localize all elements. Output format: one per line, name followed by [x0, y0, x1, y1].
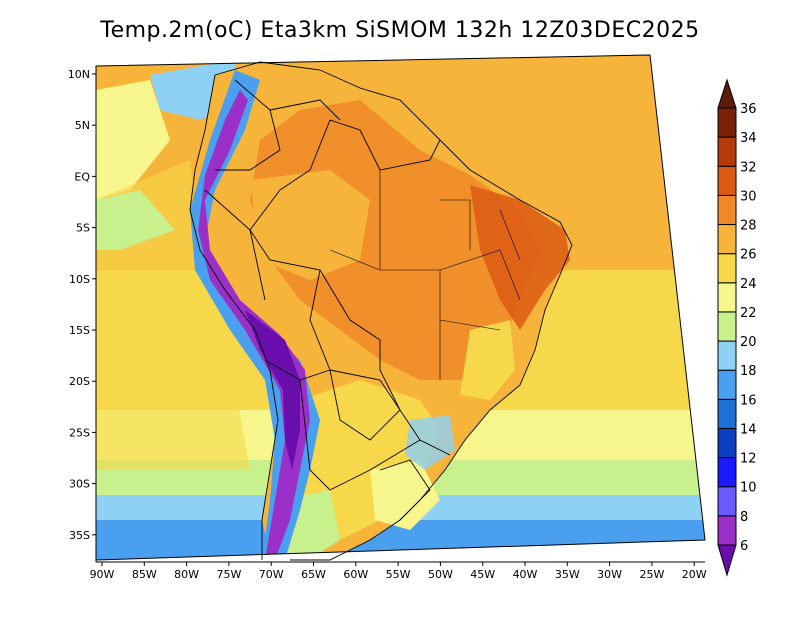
highlands-mild	[460, 320, 515, 400]
colombia-border	[215, 79, 281, 171]
country-borders	[189, 61, 573, 561]
lon-tick-label: 70W	[259, 568, 284, 581]
colorbar-label: 10	[740, 481, 757, 496]
lat-tick-label: 10N	[68, 68, 90, 81]
colorbar-label: 28	[740, 219, 757, 234]
colorbar-swatch	[717, 369, 737, 400]
map-title: Temp.2m(oC) Eta3km SiSMOM 132h 12Z03DEC2…	[100, 18, 700, 43]
paraguay-border	[329, 369, 401, 441]
temperature-field	[96, 55, 705, 560]
colorbar-label: 26	[740, 248, 757, 263]
lon-tick-label: 80W	[174, 568, 199, 581]
colorbar-label: 32	[740, 160, 757, 175]
west-coastline	[189, 74, 279, 560]
colorbar-swatch	[717, 486, 737, 517]
colorbar-label: 18	[740, 364, 757, 379]
lon-tick-label: 40W	[513, 568, 538, 581]
lon-tick-label: 85W	[132, 568, 157, 581]
uruguay-border	[379, 459, 431, 521]
colorbar-swatch	[717, 253, 737, 284]
andes-deep-purple	[245, 310, 300, 470]
colorbar-swatch	[717, 282, 737, 313]
colorbar-label: 24	[740, 277, 757, 292]
longitude-axis: 90W 85W 80W 75W 70W 65W 60W 55W 50W 45W 40W 35W 30W 2…	[90, 562, 707, 581]
venezuela-border	[269, 99, 341, 121]
lon-tick-label: 30W	[597, 568, 622, 581]
colorbar: 6 8 10 12 14 16 18 20 22 24 26 28 30 32 34 36	[717, 78, 757, 577]
lon-tick-label: 75W	[216, 568, 241, 581]
colorbar-label: 20	[740, 335, 757, 350]
uruguay-cool	[370, 460, 440, 530]
lon-tick-label: 25W	[639, 568, 664, 581]
colorbar-swatch	[717, 457, 737, 488]
colorbar-swatch	[717, 311, 737, 342]
lon-tick-label: 65W	[301, 568, 326, 581]
colorbar-label: 6	[740, 539, 748, 554]
colorbar-label: 34	[740, 131, 757, 146]
lat-tick-label: 5S	[76, 222, 90, 235]
colorbar-swatch	[717, 340, 737, 371]
brazil-state-lines	[329, 170, 521, 380]
colorbar-min-arrow	[717, 544, 737, 577]
colorbar-swatch	[717, 427, 737, 459]
lon-tick-label: 90W	[90, 568, 115, 581]
lat-tick-label: 25S	[69, 426, 90, 439]
colorbar-swatch	[717, 136, 737, 167]
south-brazil-cool	[405, 415, 455, 470]
lat-tick-label: 20S	[69, 375, 90, 388]
northeast-hot	[470, 185, 570, 330]
colorbar-swatch	[717, 515, 737, 546]
amazon-mild	[250, 170, 370, 280]
brazil-hot-interior	[250, 100, 540, 380]
lon-tick-label: 45W	[470, 568, 495, 581]
lon-tick-label: 50W	[428, 568, 453, 581]
lat-tick-label: EQ	[74, 170, 90, 183]
lon-tick-label: 60W	[343, 568, 368, 581]
pacific-coastal-green	[96, 190, 175, 250]
colorbar-swatch	[717, 194, 737, 226]
lon-tick-label: 20W	[682, 568, 707, 581]
colorbar-label: 30	[740, 189, 757, 204]
argentina-border	[299, 379, 421, 491]
colorbar-swatch	[717, 107, 737, 138]
colorbar-label: 12	[740, 452, 757, 467]
lat-tick-label: 5N	[75, 119, 90, 132]
colorbar-label: 22	[740, 306, 757, 321]
lat-tick-label: 30S	[69, 478, 90, 491]
colorbar-label: 8	[740, 510, 748, 525]
lon-tick-label: 35W	[555, 568, 580, 581]
colorbar-swatch	[717, 165, 737, 196]
latitude-axis: 10N 5N EQ 5S 10S 15S 20S 25S 30S 35S	[68, 68, 96, 542]
colorbar-label: 36	[740, 102, 757, 117]
lat-tick-label: 35S	[69, 529, 90, 542]
colorbar-label: 14	[740, 422, 757, 437]
pacific-cool-patch	[96, 80, 170, 200]
lat-tick-label: 15S	[69, 324, 90, 337]
lon-tick-label: 55W	[386, 568, 411, 581]
colorbar-label: 16	[740, 393, 757, 408]
peru-border	[204, 189, 266, 301]
lat-tick-label: 10S	[69, 273, 90, 286]
colorbar-max-arrow	[717, 78, 737, 109]
colorbar-swatch	[717, 398, 737, 429]
colorbar-swatch	[717, 224, 737, 255]
